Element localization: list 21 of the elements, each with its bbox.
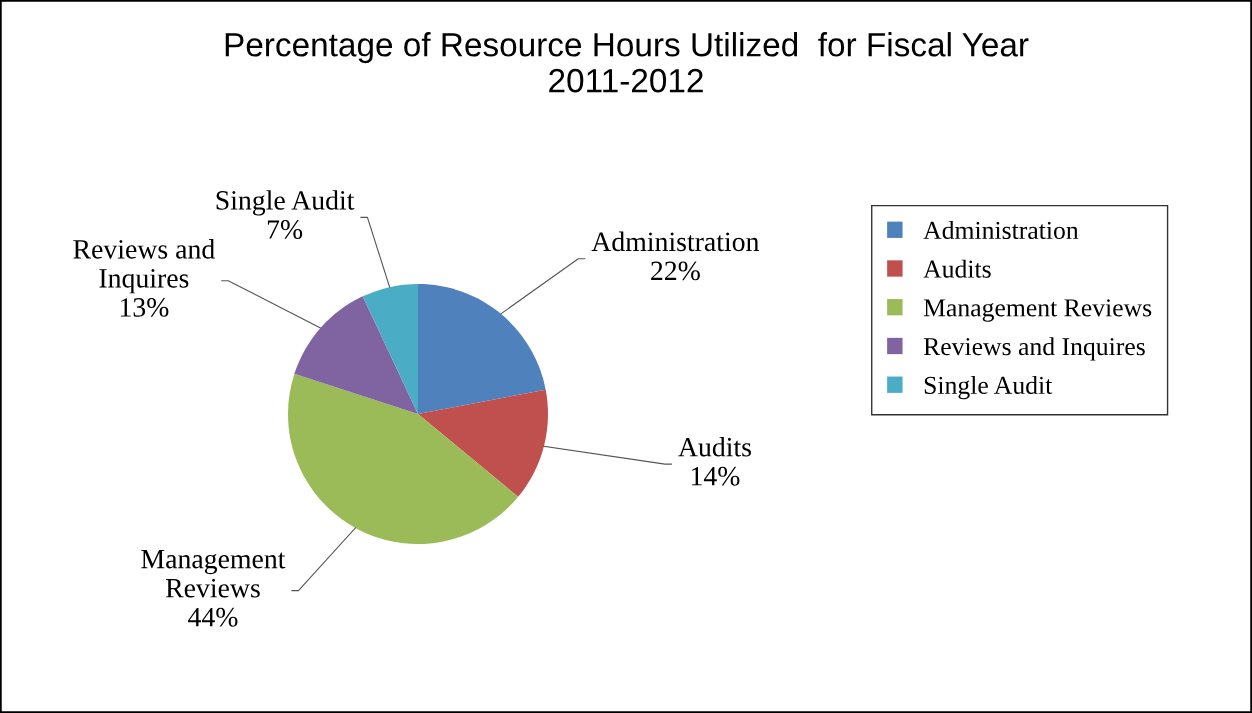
data-label: 7%: [267, 220, 303, 239]
data-label: 44%: [188, 607, 238, 627]
pie-slice: [294, 296, 418, 414]
legend-label: Administration: [923, 221, 1079, 240]
chart-title: Percentage of Resource Hours Utilized for Fiscal Year 2011-2012: [225, 32, 1029, 93]
pie-slice: [288, 373, 519, 544]
data-label: 14%: [691, 466, 740, 486]
legend-label: Single Audit: [924, 375, 1053, 400]
slice-label: Audits: [678, 436, 751, 457]
data-label: 13%: [120, 298, 169, 317]
slice-label: Administration: [591, 231, 760, 252]
legend-label: Reviews and Inquires: [923, 337, 1145, 361]
slice-label: Management Reviews: [141, 549, 286, 598]
legend-label: Audits: [923, 259, 991, 278]
data-label: 22%: [651, 261, 700, 281]
slice-label: Single Audit: [216, 190, 355, 216]
pie-slice: [418, 284, 546, 414]
slice-label: Reviews and Inquires: [73, 239, 215, 294]
pie-slice: [362, 284, 418, 414]
legend-label: Management Reviews: [923, 299, 1152, 322]
pie-slice: [418, 389, 548, 497]
